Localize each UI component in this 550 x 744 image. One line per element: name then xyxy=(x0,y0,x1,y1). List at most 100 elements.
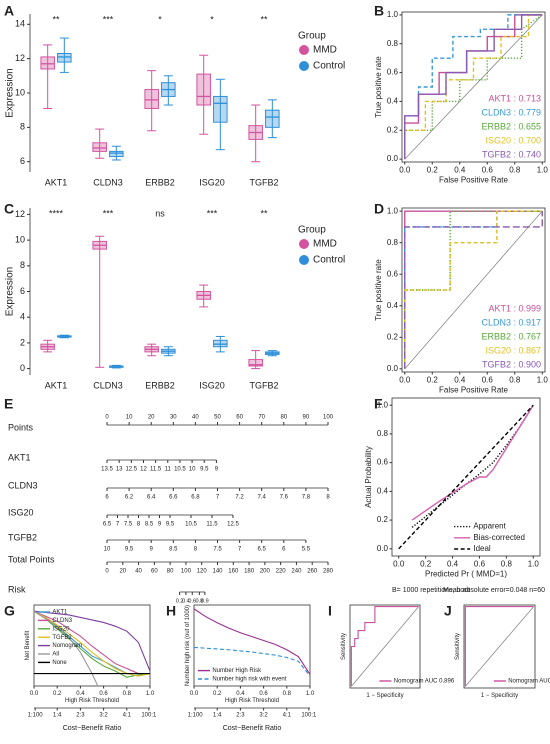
scale-label: 280 xyxy=(323,569,334,575)
y-tick-label: 0.8 xyxy=(387,238,399,247)
row-label: Total Points xyxy=(8,554,55,564)
legend-label: Apparent xyxy=(473,522,506,531)
x-axis-label: Predicted Pr ( MMD=1) xyxy=(425,569,507,578)
scale-label: 6.5 xyxy=(103,522,112,528)
y-tick-label: 0.2 xyxy=(387,125,399,134)
series-line xyxy=(33,610,150,675)
x2-tick-label: 3:2 xyxy=(259,713,268,719)
scale-label: 6.2 xyxy=(125,495,134,501)
series-line xyxy=(411,404,534,521)
y-tick-label: 1.0 xyxy=(377,400,389,409)
significance-label: * xyxy=(210,14,214,24)
significance-label: ns xyxy=(155,208,165,218)
x-tick-label: 0.0 xyxy=(190,691,199,697)
series-line xyxy=(193,608,311,675)
box xyxy=(265,109,280,128)
scale-label: 10.5 xyxy=(185,522,197,528)
x-tick-label: 0.4 xyxy=(76,691,85,697)
x-tick-label: 1.0 xyxy=(528,560,540,569)
series-line xyxy=(464,606,534,687)
y-tick-label: 6 xyxy=(20,286,25,296)
scale-label: 7.6 xyxy=(280,495,289,501)
scale-label: 10 xyxy=(126,415,133,421)
scale-label: 220 xyxy=(276,569,287,575)
x2-tick-label: 1:100 xyxy=(188,713,204,719)
x2-tick-label: 1:4 xyxy=(53,713,62,719)
significance-label: *** xyxy=(207,208,218,218)
scale-label: 100 xyxy=(181,569,192,575)
legend-label: AKT1 : 0.999 xyxy=(488,303,541,313)
x-tick-label: 0.6 xyxy=(474,560,486,569)
scale-label: 0.9 xyxy=(201,598,209,604)
y-axis-label: Actual Probability xyxy=(364,446,373,508)
legend-label: Number High Risk xyxy=(212,668,262,674)
scale-label: 9.5 xyxy=(200,467,209,473)
x2-axis-label: Cost−Benefit Ratio xyxy=(63,725,122,732)
legend-label: Nomogram AUC 0.896 xyxy=(394,679,455,685)
legend-label: CLDN3 : 0.917 xyxy=(481,317,541,327)
y-tick-label: 8 xyxy=(20,260,25,270)
scale-label: 260 xyxy=(307,569,318,575)
x2-tick-label: 4:1 xyxy=(123,713,132,719)
x-tick-label: CLDN3 xyxy=(93,177,123,187)
scale-label: 7.4 xyxy=(258,495,267,501)
scale-label: 7.2 xyxy=(235,495,244,501)
scale-label: 70 xyxy=(258,415,265,421)
series-line xyxy=(404,14,543,160)
x2-tick-label: 1:4 xyxy=(213,713,222,719)
x-axis-label: High Risk Threshold xyxy=(225,698,279,704)
legend-label: AKT1 : 0.713 xyxy=(488,93,541,103)
scale-label: 12.5 xyxy=(125,467,137,473)
series-line xyxy=(33,610,151,672)
legend-label: CLDN3 : 0.779 xyxy=(481,107,541,117)
scale-label: 6 xyxy=(282,547,286,553)
scale-label: 40 xyxy=(192,415,199,421)
x-tick-label: 0.0 xyxy=(399,166,411,175)
scale-label: 8 xyxy=(137,522,141,528)
y-tick-label: 10 xyxy=(15,234,25,244)
y-tick-label: 10 xyxy=(15,87,25,97)
legend-label: Number high risk with event xyxy=(212,677,286,683)
legend-label: ISG20 : 0.700 xyxy=(485,135,541,145)
scale-label: 6.6 xyxy=(169,495,178,501)
legend-label: MMD xyxy=(313,239,337,250)
box xyxy=(196,73,211,106)
scale-label: 120 xyxy=(197,569,208,575)
plot-frame xyxy=(349,604,421,689)
row-label: Points xyxy=(8,422,34,432)
x2-tick-label: 100:1 xyxy=(301,713,317,719)
significance-label: *** xyxy=(103,208,114,218)
panel-label: G xyxy=(4,603,15,619)
legend-label: All xyxy=(52,652,59,658)
x-tick-label: CLDN3 xyxy=(93,380,123,390)
scale-label: 20 xyxy=(119,569,126,575)
y-tick-label: 0.0 xyxy=(377,544,389,553)
reference-diagonal xyxy=(351,606,419,687)
legend-marker xyxy=(299,255,309,265)
y-axis-label: Net Benefit xyxy=(25,630,31,660)
panel-label: B xyxy=(374,3,384,19)
scale-label: 7 xyxy=(216,495,220,501)
y-axis-label: Sensitivity xyxy=(341,633,347,660)
x-tick-label: 0.2 xyxy=(213,691,222,697)
scale-label: 140 xyxy=(212,569,223,575)
scale-label: 90 xyxy=(303,415,310,421)
y-tick-label: 0.4 xyxy=(387,301,399,310)
plot-frame xyxy=(401,11,546,163)
box xyxy=(92,142,107,152)
scale-label: 0.2 xyxy=(176,598,184,604)
scale-label: 9 xyxy=(158,522,162,528)
box xyxy=(57,53,72,63)
scale-label: 0 xyxy=(105,415,109,421)
panel-label: J xyxy=(444,603,452,619)
significance-label: ** xyxy=(260,14,268,24)
x-axis-label: 1 − Specificity xyxy=(366,693,403,699)
y-tick-label: 2 xyxy=(20,337,25,347)
panel-label: E xyxy=(4,396,13,412)
x-tick-label: 0.0 xyxy=(393,560,405,569)
x-tick-label: 0.6 xyxy=(99,691,108,697)
scale-label: 80 xyxy=(167,569,174,575)
legend-label: Control xyxy=(313,255,345,266)
series-line xyxy=(404,14,543,160)
